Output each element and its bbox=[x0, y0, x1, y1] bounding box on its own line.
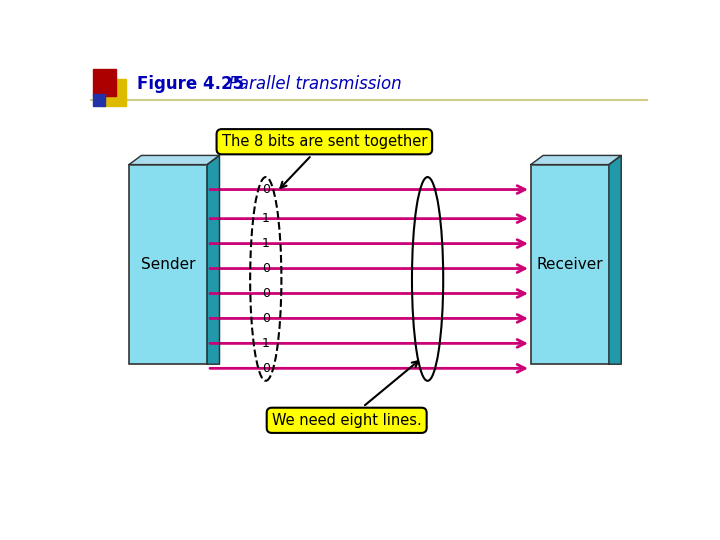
Text: 1: 1 bbox=[262, 212, 270, 225]
Polygon shape bbox=[129, 156, 220, 165]
Bar bbox=[129, 165, 207, 364]
Text: 0: 0 bbox=[262, 262, 270, 275]
Polygon shape bbox=[207, 156, 220, 364]
Text: Figure 4.25: Figure 4.25 bbox=[138, 75, 245, 92]
Bar bbox=[93, 94, 105, 106]
Polygon shape bbox=[531, 156, 621, 165]
Bar bbox=[531, 165, 609, 364]
Text: Sender: Sender bbox=[141, 257, 195, 272]
Polygon shape bbox=[609, 156, 621, 364]
Text: 0: 0 bbox=[262, 362, 270, 375]
Text: 1: 1 bbox=[262, 237, 270, 250]
Bar bbox=[93, 69, 116, 96]
Text: Receiver: Receiver bbox=[536, 257, 603, 272]
Text: 0: 0 bbox=[262, 287, 270, 300]
Text: Parallel transmission: Parallel transmission bbox=[213, 75, 401, 92]
Text: We need eight lines.: We need eight lines. bbox=[272, 361, 421, 428]
Text: The 8 bits are sent together: The 8 bits are sent together bbox=[222, 134, 427, 188]
Bar bbox=[102, 79, 126, 106]
Text: 0: 0 bbox=[262, 183, 270, 196]
Text: 0: 0 bbox=[262, 312, 270, 325]
Text: 1: 1 bbox=[262, 337, 270, 350]
